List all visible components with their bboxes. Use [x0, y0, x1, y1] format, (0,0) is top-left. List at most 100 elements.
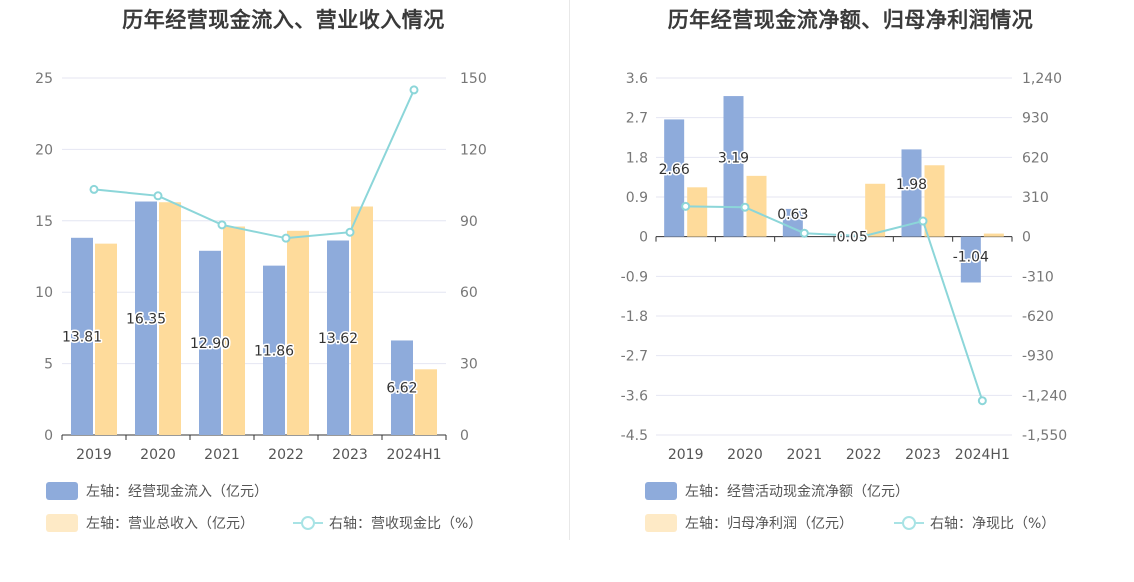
ratio-point: [153, 191, 163, 201]
legend-item-cash-ratio[interactable]: 右轴：营收现金比（%）: [293, 513, 482, 533]
legend-line-circle-icon: [894, 516, 924, 530]
bar-data-label: 3.19: [718, 150, 749, 166]
right-axis-tick: -1,240: [1022, 388, 1067, 404]
left-axis-tick: 20: [35, 142, 53, 158]
bar-secondary: [159, 202, 181, 435]
chart-svg-cash-inflow: 0 0 5 30 10 60 15 90 20 120 25 150 2019 2020 2021 2022 2…: [35, 71, 487, 463]
bar-secondary: [223, 226, 245, 435]
bar-secondary: [415, 369, 437, 435]
chart-title: 历年经营现金流净额、归母净利润情况: [667, 8, 1034, 32]
left-axis-tick: 2.7: [626, 111, 648, 127]
legend-item-revenue[interactable]: 左轴：营业总收入（亿元）: [46, 513, 254, 533]
ratio-line: [93, 89, 415, 240]
category-label: 2022: [268, 447, 304, 463]
bar-data-label: 12.90: [190, 336, 230, 352]
left-axis-tick: -1.8: [621, 309, 648, 325]
right-axis-tick: -310: [1022, 269, 1054, 285]
right-axis-tick: 60: [460, 285, 478, 301]
left-axis-tick: -3.6: [621, 388, 648, 404]
left-axis-tick: 0: [44, 428, 53, 444]
ratio-point: [89, 184, 99, 194]
category-label: 2021: [787, 447, 823, 463]
left-axis-tick: -4.5: [621, 428, 648, 444]
right-axis-tick: 0: [460, 428, 469, 444]
category-label: 2023: [332, 447, 368, 463]
right-axis-tick: 120: [460, 142, 487, 158]
ratio-point: [859, 231, 869, 241]
bar-data-label: 11.86: [254, 343, 294, 359]
left-axis-tick: 10: [35, 285, 53, 301]
bar-primary: [391, 340, 413, 435]
legend-swatch-yellow: [645, 514, 677, 532]
right-axis-tick: -620: [1022, 309, 1054, 325]
chart-panel-cash-inflow: 历年经营现金流入、营业收入情况 0 0 5 30 10 60 15 90 20 120 25 150 2…: [35, 8, 487, 533]
category-label: 2024H1: [955, 447, 1010, 463]
ratio-point: [281, 233, 291, 243]
bar-primary: [327, 240, 349, 435]
bar-primary: [199, 250, 221, 435]
legend-item-net-cash[interactable]: 左轴：经营活动现金流净额（亿元）: [645, 481, 909, 501]
right-axis-tick: 0: [1022, 230, 1031, 246]
bar-secondary: [865, 183, 886, 237]
ratio-point: [918, 216, 928, 226]
left-axis-tick: 15: [35, 214, 53, 230]
bar-primary: [135, 201, 157, 435]
legend-label: 左轴：经营活动现金流净额（亿元）: [685, 484, 909, 500]
left-axis-tick: 3.6: [626, 71, 648, 87]
legend-label: 左轴：经营现金流入（亿元）: [86, 484, 268, 500]
legend-swatch-blue: [46, 482, 78, 500]
bar-data-label: 1.98: [896, 177, 927, 193]
left-axis-tick: 0: [639, 230, 648, 246]
bar-primary: [71, 237, 93, 435]
left-axis-tick: -2.7: [621, 349, 648, 365]
bar-data-label: 0.63: [777, 207, 808, 223]
legend-label: 左轴：归母净利润（亿元）: [685, 516, 853, 532]
right-axis-tick: 1,240: [1022, 71, 1062, 87]
left-axis-tick: -0.9: [621, 269, 648, 285]
ratio-line: [685, 205, 984, 402]
bar-secondary: [351, 206, 373, 435]
chart-title: 历年经营现金流入、营业收入情况: [122, 8, 445, 32]
left-axis-tick: 0.9: [626, 190, 648, 206]
left-axis-tick: 1.8: [626, 150, 648, 166]
right-axis-tick: 90: [460, 214, 478, 230]
bar-secondary: [95, 243, 117, 435]
right-axis-tick: 310: [1022, 190, 1049, 206]
legend-line-circle-icon: [293, 516, 323, 530]
ratio-point: [977, 396, 987, 406]
legend-item-cash-inflow[interactable]: 左轴：经营现金流入（亿元）: [46, 481, 268, 501]
bar-data-label: 16.35: [126, 311, 166, 327]
legend-item-net-profit[interactable]: 左轴：归母净利润（亿元）: [645, 513, 853, 533]
legend-label: 左轴：营业总收入（亿元）: [86, 516, 254, 532]
ratio-point: [217, 220, 227, 230]
legend-label: 右轴：净现比（%）: [930, 516, 1056, 532]
category-label: 2019: [668, 447, 704, 463]
ratio-point: [740, 202, 750, 212]
bar-primary: [263, 265, 285, 435]
category-label: 2020: [727, 447, 763, 463]
ratio-point: [799, 228, 809, 238]
bar-data-label: 2.66: [659, 162, 690, 178]
right-axis-tick: 30: [460, 357, 478, 373]
bar-secondary: [687, 187, 708, 237]
legend-label: 右轴：营收现金比（%）: [329, 516, 483, 532]
bar-secondary: [924, 165, 945, 237]
right-axis-tick: -1,550: [1022, 428, 1067, 444]
right-axis-tick: 620: [1022, 150, 1049, 166]
bar-primary: [960, 236, 981, 283]
bar-data-label: 0.05: [837, 230, 868, 246]
panel-divider: [569, 0, 570, 540]
legend-item-net-ratio[interactable]: 右轴：净现比（%）: [894, 513, 1055, 533]
chart-svg-cash-net: -4.5 -1,550 -3.6 -1,240 -2.7 -930 -1.8 -620 -0.9…: [621, 71, 1067, 463]
legend-swatch-blue: [645, 482, 677, 500]
bar-data-label: 13.81: [62, 329, 102, 345]
ratio-point: [681, 201, 691, 211]
left-axis-tick: 25: [35, 71, 53, 87]
chart-panel-cash-net: 历年经营现金流净额、归母净利润情况 -4.5 -1,550 -3.6 -1,240 -2…: [567, 0, 1134, 582]
right-axis-tick: 150: [460, 71, 487, 87]
category-label: 2021: [204, 447, 240, 463]
ratio-point: [409, 85, 419, 95]
bar-primary: [664, 119, 685, 237]
category-label: 2020: [140, 447, 176, 463]
bar-data-label: 6.62: [386, 381, 417, 397]
